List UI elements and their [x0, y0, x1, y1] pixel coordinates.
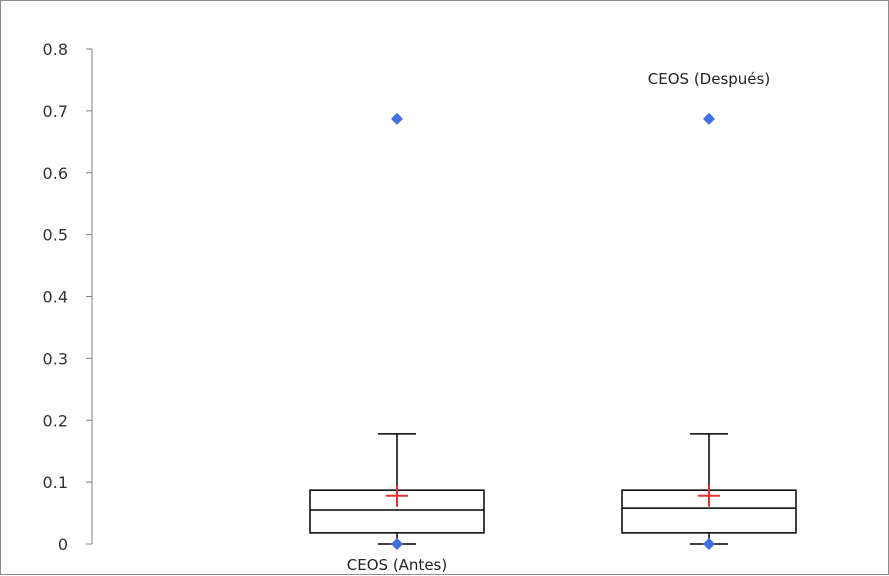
y-tick-label: 0.5: [43, 226, 68, 245]
y-tick-label: 0.6: [43, 164, 68, 183]
box-plot-1: [309, 112, 485, 550]
category-labels: CEOS (Antes) CEOS (Después): [347, 70, 770, 574]
box-plot-2: [621, 112, 797, 550]
outlier-point: [703, 538, 715, 550]
outlier-point: [391, 538, 403, 550]
outlier-point: [703, 112, 715, 125]
outlier-point: [391, 112, 403, 125]
category-label: CEOS (Después): [648, 70, 770, 88]
y-tick-label: 0.1: [43, 473, 68, 492]
y-tick-label: 0.2: [43, 411, 68, 430]
y-tick-label: 0.7: [43, 102, 68, 121]
y-tick-label: 0.3: [43, 349, 68, 368]
y-tick-label: 0.4: [43, 288, 68, 307]
y-tick-label: 0.8: [43, 40, 68, 59]
y-tick-label: 0: [58, 535, 68, 554]
box-plot-series: [309, 112, 797, 550]
category-label: CEOS (Antes): [347, 556, 447, 574]
y-axis: 0 0.1 0.2 0.3 0.4 0.5 0.6 0.7 0.8: [43, 40, 93, 554]
